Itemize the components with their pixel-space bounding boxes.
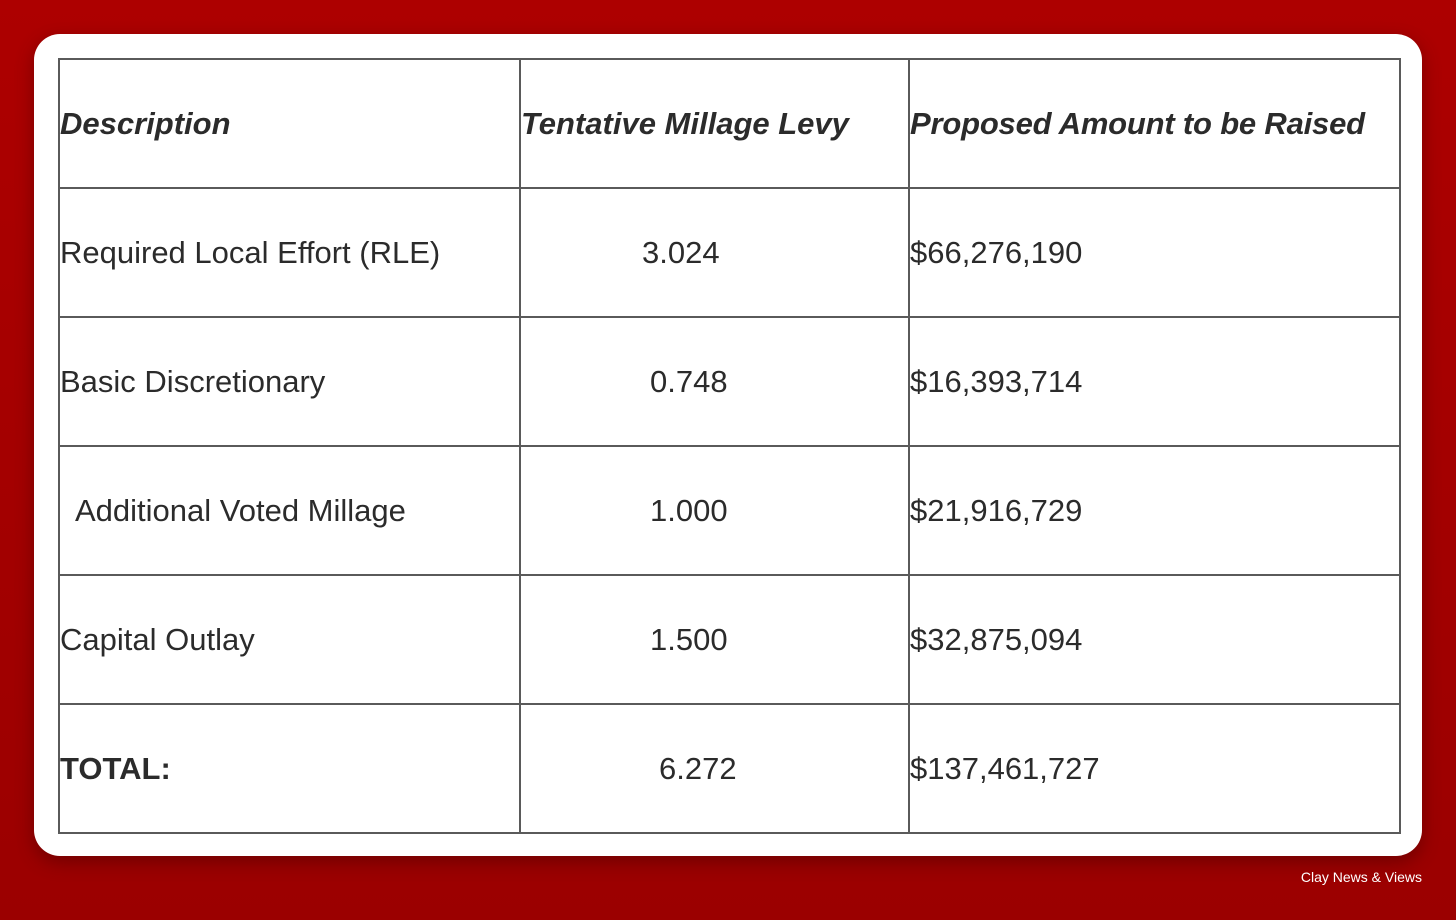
row-levy: 3.024 [519,187,910,318]
row-levy: 0.748 [519,316,910,447]
row-amount: $66,276,190 [908,187,1401,318]
header-row: Description Tentative Millage Levy Propo… [58,58,1401,189]
row-levy: 1.500 [519,574,910,705]
row-description: Basic Discretionary [58,316,521,447]
row-amount: $21,916,729 [908,445,1401,576]
table-row: Basic Discretionary 0.748 $16,393,714 [58,316,1401,447]
row-description: Additional Voted Millage [58,445,521,576]
row-amount: $16,393,714 [908,316,1401,447]
header-amount: Proposed Amount to be Raised [908,58,1401,189]
row-description: Required Local Effort (RLE) [58,187,521,318]
table-card: Description Tentative Millage Levy Propo… [34,34,1422,856]
millage-table: Description Tentative Millage Levy Propo… [58,58,1401,834]
total-amount: $137,461,727 [908,703,1401,834]
table-row: Capital Outlay 1.500 $32,875,094 [58,574,1401,705]
total-levy: 6.272 [519,703,910,834]
total-label: TOTAL: [58,703,521,834]
table-row: Additional Voted Millage 1.000 $21,916,7… [58,445,1401,576]
row-description: Capital Outlay [58,574,521,705]
row-levy: 1.000 [519,445,910,576]
header-millage-levy: Tentative Millage Levy [519,58,910,189]
table-row: Required Local Effort (RLE) 3.024 $66,27… [58,187,1401,318]
header-description: Description [58,58,521,189]
row-amount: $32,875,094 [908,574,1401,705]
total-row: TOTAL: 6.272 $137,461,727 [58,703,1401,834]
source-credit: Clay News & Views [1300,869,1422,885]
